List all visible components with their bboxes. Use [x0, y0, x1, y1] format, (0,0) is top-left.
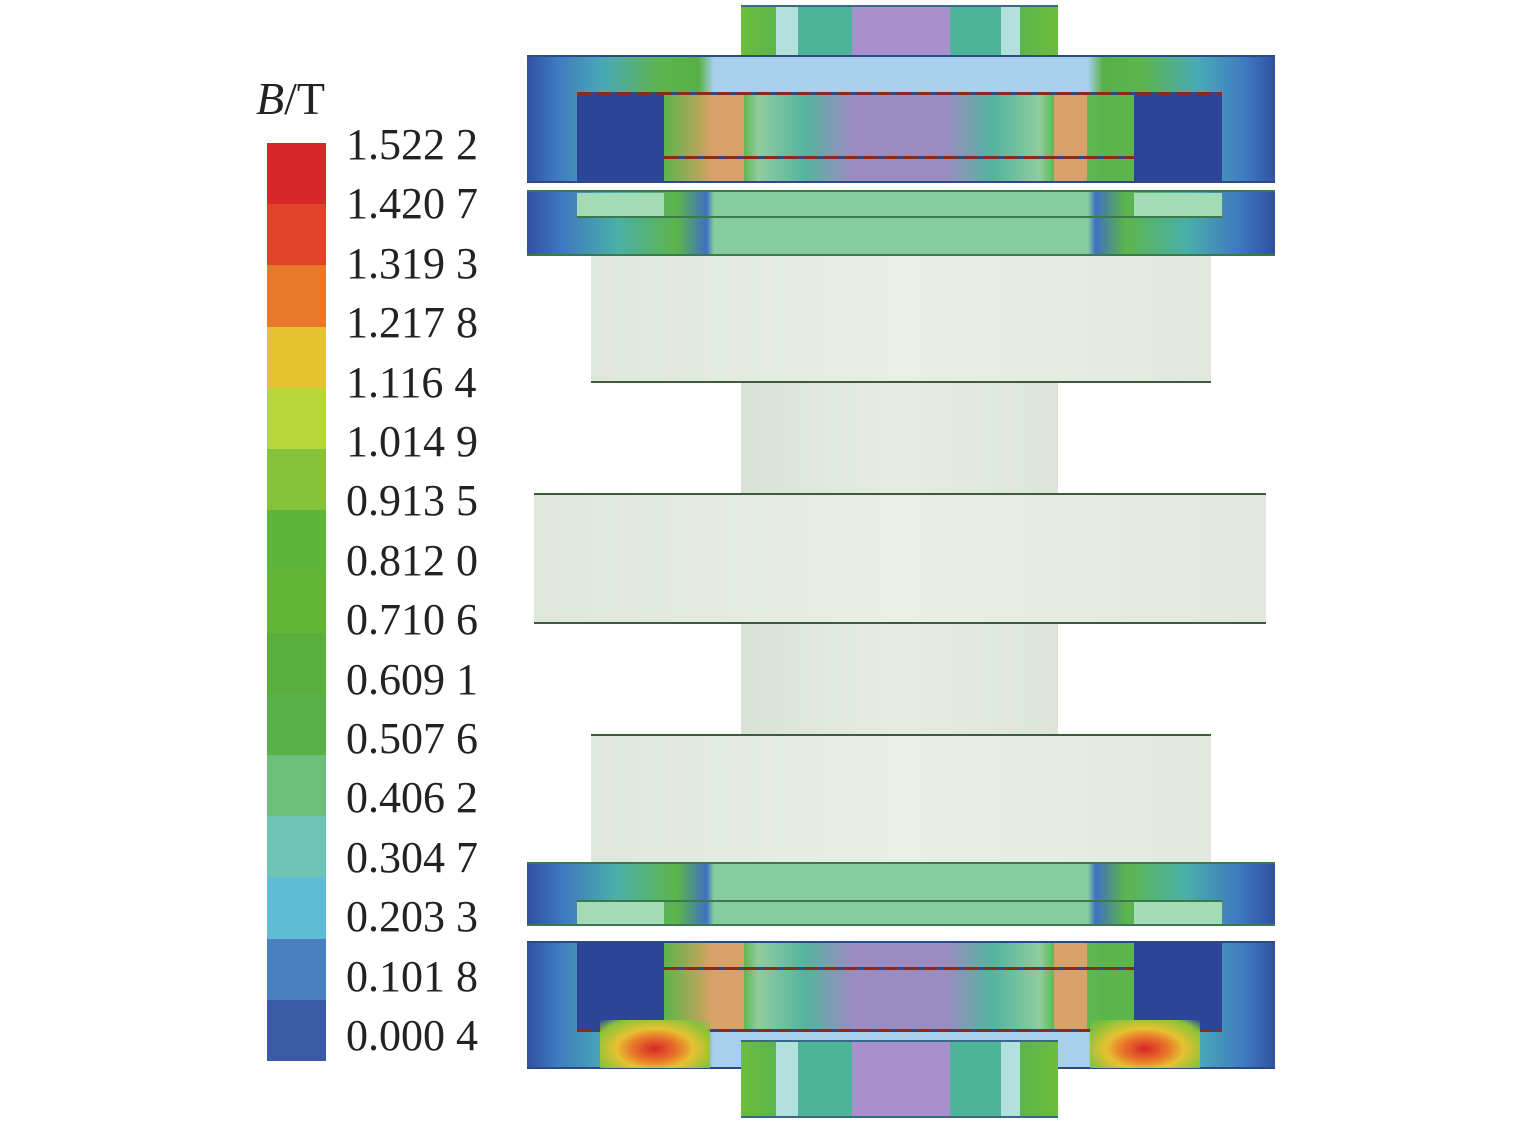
color-band: [267, 755, 326, 817]
top-dash-line-2: [664, 156, 1134, 159]
legend-label: 0.812 0: [346, 535, 478, 585]
center-disc: [534, 493, 1266, 624]
color-band: [267, 632, 326, 694]
legend-label: 0.507 6: [346, 714, 478, 763]
bottom-left-coil: [577, 943, 664, 1030]
legend-label: 1.116 4: [346, 357, 477, 407]
bottom-left-insert: [577, 902, 664, 924]
color-band: [267, 204, 326, 266]
legend-label: 0.203 3: [346, 892, 478, 942]
color-band: [267, 816, 326, 878]
legend-title-unit: /T: [284, 73, 325, 124]
legend-label: 1.217 8: [346, 298, 478, 348]
legend-label: 1.522 2: [346, 120, 478, 169]
color-band: [267, 938, 326, 1000]
top-left-insert: [577, 193, 664, 217]
bottom-inner: [664, 943, 1134, 1029]
top-left-coil: [577, 93, 664, 181]
color-band: [267, 265, 326, 327]
top-divider: [577, 216, 1222, 218]
legend-title: B/T: [256, 72, 325, 125]
color-band: [267, 387, 326, 450]
bottom-left-hotspot: [600, 1020, 710, 1068]
upper-flange: [591, 256, 1211, 383]
color-band: [267, 510, 326, 572]
color-band: [267, 999, 326, 1062]
upper-shaft: [741, 383, 1058, 493]
top-right-coil: [1134, 93, 1222, 181]
color-band: [267, 877, 326, 939]
color-band: [267, 326, 326, 388]
color-bar: [267, 143, 326, 1062]
top-right-insert: [1134, 193, 1222, 217]
legend-label: 0.101 8: [346, 951, 478, 1001]
bottom-divider: [577, 900, 1222, 902]
bottom-right-hotspot: [1090, 1020, 1200, 1068]
legend-label: 0.406 2: [346, 773, 478, 823]
top-inner: [664, 95, 1134, 181]
legend-label: 0.609 1: [346, 654, 478, 704]
top-dash-line: [577, 92, 1222, 95]
legend-label: 1.319 3: [346, 238, 478, 288]
legend-label: 1.420 7: [346, 179, 478, 229]
color-band: [267, 449, 326, 511]
legend-label: 0.304 7: [346, 832, 478, 882]
legend-title-var: B: [256, 73, 285, 124]
legend-label: 0.000 4: [346, 1011, 478, 1060]
bottom-core-block: [741, 1040, 1058, 1118]
bottom-dash-line: [664, 967, 1134, 970]
bottom-dash-line-2: [577, 1029, 1222, 1032]
legend-label: 0.913 5: [346, 476, 478, 526]
legend-label: 1.014 9: [346, 417, 478, 466]
color-band: [267, 693, 326, 756]
color-band: [267, 571, 326, 633]
color-band: [267, 143, 326, 205]
bottom-right-insert: [1134, 902, 1222, 924]
lower-shaft: [741, 624, 1058, 735]
lower-flange: [591, 734, 1211, 862]
legend-label: 0.710 6: [346, 595, 478, 645]
bottom-right-coil: [1134, 943, 1222, 1030]
